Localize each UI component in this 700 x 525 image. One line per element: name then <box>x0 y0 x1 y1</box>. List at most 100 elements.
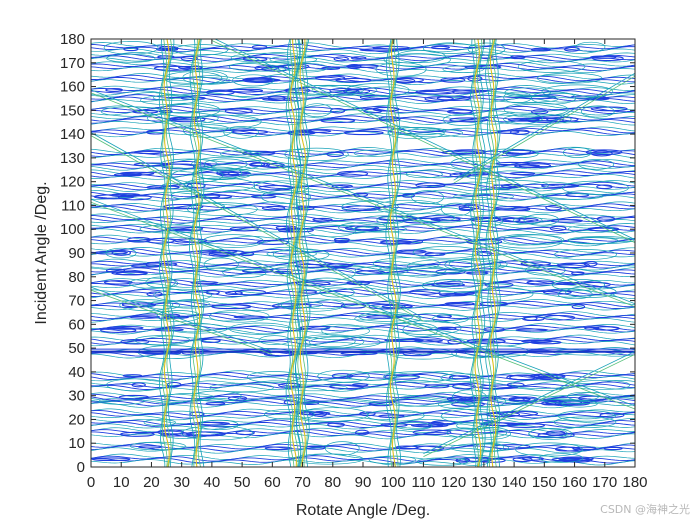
contour-lobe <box>446 396 472 402</box>
contour-envelope <box>346 371 397 381</box>
contour-lobe <box>412 429 452 436</box>
contour-envelope <box>203 257 239 272</box>
contour-lobe <box>337 170 369 177</box>
y-tick-label: 0 <box>77 459 85 476</box>
contour-lobe <box>146 185 180 190</box>
contour-envelope <box>477 180 549 191</box>
contour-band-line <box>91 129 635 136</box>
contour-lobe <box>300 401 320 405</box>
contour-envelope <box>407 259 476 273</box>
contour-band-line <box>91 148 635 155</box>
contour-lobe <box>355 429 370 436</box>
contour-lobe <box>314 75 346 81</box>
y-tick-label: 70 <box>68 293 85 310</box>
contour-lobe <box>100 327 137 333</box>
contour-envelope <box>119 299 174 311</box>
contour-envelope <box>503 102 569 117</box>
contour-lobe <box>320 118 356 124</box>
contour-lobe <box>394 238 424 245</box>
contour-lobe <box>211 304 252 310</box>
contour-lobe <box>321 66 341 70</box>
contour-lobe <box>520 261 552 266</box>
contour-envelope <box>272 248 330 261</box>
contour-lobe <box>105 88 123 92</box>
contour-lobe <box>224 108 253 114</box>
contour-band-line <box>91 250 635 257</box>
y-axis-ticks: 0 10 20 30 40 50 60 70 80 90 100 110 120 130 140 150 160… <box>60 31 635 476</box>
contour-diagonal-line <box>91 92 635 308</box>
contour-lobe <box>120 431 155 437</box>
x-tick-label: 180 <box>622 474 647 491</box>
contour-lobe <box>331 373 354 379</box>
contour-lobe <box>395 78 416 84</box>
contour-lobe <box>451 401 485 407</box>
contour-diagonal-line <box>91 201 635 410</box>
contour-band-line <box>91 288 635 296</box>
contour-lobe <box>438 293 469 297</box>
contour-ridge-line <box>290 39 297 467</box>
contour-lobe <box>521 456 545 461</box>
contour-envelope <box>143 419 177 426</box>
contour-ridge-line <box>163 39 170 467</box>
contour-lobe <box>512 456 533 463</box>
contour-ridge-line <box>191 39 198 467</box>
contour-envelope <box>467 42 506 56</box>
contour-envelope <box>378 264 447 277</box>
contour-lobe <box>284 87 311 94</box>
contour-envelope <box>474 442 504 452</box>
contour-lobe <box>409 289 441 295</box>
contour-lobe <box>145 261 162 268</box>
contour-envelope <box>311 84 378 96</box>
contour-lobe <box>584 326 600 330</box>
contour-envelope <box>341 201 399 213</box>
contour-lobe <box>91 457 131 462</box>
y-tick-label: 120 <box>60 174 85 191</box>
contour-band-line <box>91 397 635 404</box>
contour-lobe <box>571 304 586 310</box>
watermark: CSDN @海神之光 <box>600 503 690 516</box>
contour-band-line <box>91 203 635 210</box>
contour-envelope <box>209 309 270 323</box>
contour-lobe <box>132 109 159 114</box>
x-tick-label: 10 <box>113 474 130 491</box>
contour-band-line <box>91 393 635 400</box>
contour-ridge-line <box>385 39 392 467</box>
contour-lobe <box>329 87 358 94</box>
contour-lobe <box>190 281 219 285</box>
contour-lobe <box>590 55 617 59</box>
contour-envelope <box>523 214 560 226</box>
contour-lobe <box>343 88 371 94</box>
contour-lobe <box>265 162 285 168</box>
contour-lobe <box>513 396 539 402</box>
contour-envelope <box>504 87 551 98</box>
contour-ridge-line <box>188 39 196 467</box>
contour-envelope <box>222 267 267 278</box>
contour-lobe <box>502 149 536 155</box>
contour-envelope <box>513 216 543 225</box>
contour-ridge-line <box>301 39 309 467</box>
contour-lobe <box>333 56 349 62</box>
contour-lobe <box>384 374 421 380</box>
contour-band-line <box>91 215 635 222</box>
contour-lobe <box>111 270 148 276</box>
contour-ridge-line <box>489 39 497 467</box>
contour-band-line <box>91 385 635 392</box>
contour-lobe <box>267 95 286 102</box>
contour-envelope <box>209 382 274 393</box>
contour-envelope <box>281 298 346 312</box>
contour-envelope <box>557 410 616 422</box>
contour-envelope <box>103 41 159 55</box>
contour-envelope <box>220 150 261 158</box>
contour-band-line <box>91 381 635 388</box>
contour-band-line <box>91 292 635 299</box>
contour-lobe <box>380 422 408 428</box>
y-tick-label: 150 <box>60 102 85 119</box>
contour-envelope <box>401 213 456 223</box>
contour-lobe <box>205 290 220 295</box>
contour-ridge-line <box>195 39 203 467</box>
contour-envelope <box>283 384 348 392</box>
contour-lobe <box>550 219 584 223</box>
contour-band-line <box>91 240 635 247</box>
contour-lobe <box>173 238 208 243</box>
